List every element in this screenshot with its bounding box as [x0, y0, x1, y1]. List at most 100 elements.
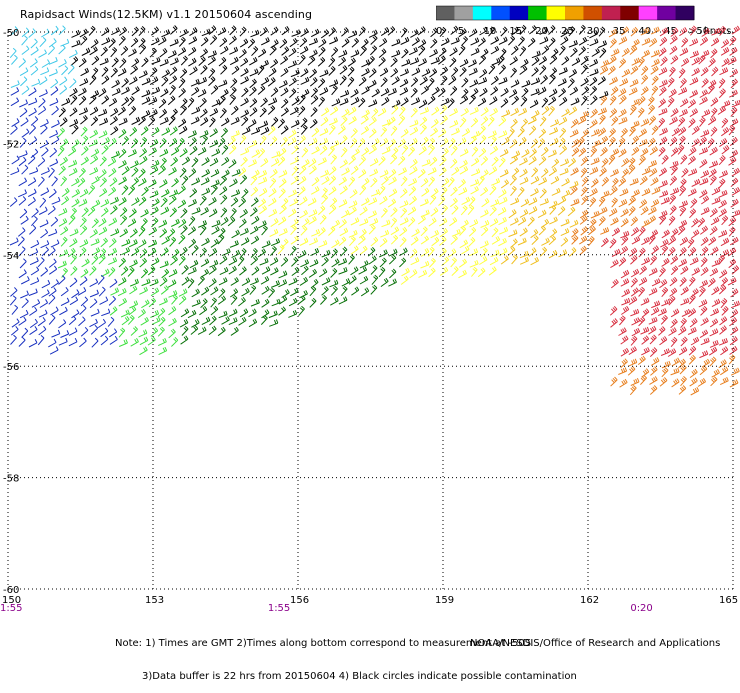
wind-barb [340, 246, 348, 257]
wind-barb [638, 128, 648, 138]
wind-barb [431, 86, 440, 96]
wind-barb [450, 85, 458, 96]
wind-barb [660, 197, 670, 205]
wind-barb [360, 115, 369, 125]
wind-barb [669, 35, 678, 45]
wind-barb [78, 95, 87, 106]
wind-barb [699, 279, 709, 289]
wind-barb [187, 309, 197, 319]
wind-barb [178, 295, 187, 305]
wind-barb [527, 37, 536, 48]
wind-barb [350, 49, 360, 58]
wind-barb [51, 196, 61, 205]
wind-barb [560, 237, 569, 247]
wind-barb [668, 246, 676, 257]
wind-barb [670, 108, 679, 118]
wind-barb [498, 189, 507, 198]
wind-barb [720, 346, 729, 356]
wind-barb [398, 106, 406, 117]
wind-barb [498, 237, 507, 247]
axes: 150 153 156 159 162 165-50-52-54-56-58-601:55… [0, 28, 738, 614]
wind-barb [79, 28, 89, 38]
wind-barb [160, 88, 169, 98]
wind-barb [230, 207, 237, 219]
wind-barb [321, 286, 329, 296]
wind-barb [141, 299, 150, 309]
wind-barb [641, 167, 651, 176]
wind-barb [130, 37, 139, 48]
wind-barb [31, 215, 38, 227]
wind-barb [531, 67, 539, 77]
wind-barb [91, 218, 99, 229]
wind-barb [218, 56, 227, 67]
wind-barb [67, 64, 75, 75]
wind-barb [131, 197, 140, 206]
wind-barb [497, 207, 507, 216]
wind-barb [608, 28, 618, 38]
wind-barb [281, 46, 290, 56]
wind-barb [170, 57, 179, 66]
wind-barb [21, 327, 29, 338]
wind-barb [420, 85, 429, 95]
wind-barb [580, 156, 589, 166]
wind-barb [388, 188, 398, 198]
wind-barb [690, 25, 697, 36]
wind-barb [61, 65, 69, 76]
wind-barb [208, 265, 217, 275]
wind-barb [621, 305, 630, 315]
wind-barb [449, 47, 458, 57]
wind-barb [700, 129, 710, 138]
wind-barb [51, 119, 60, 128]
wind-barb [538, 56, 548, 66]
wind-barb [611, 248, 621, 257]
wind-barb [168, 328, 176, 339]
wind-barb [160, 247, 169, 257]
wind-barb [240, 109, 250, 118]
wind-barb [111, 57, 119, 68]
wind-barb [450, 25, 459, 35]
wind-barb [58, 165, 66, 176]
wind-barb [300, 28, 309, 38]
wind-barb [718, 208, 727, 218]
wind-barb [647, 215, 657, 225]
wind-barb [158, 316, 166, 327]
wind-barb [207, 56, 216, 66]
wind-barb [151, 217, 159, 228]
wind-barb [591, 128, 600, 137]
wind-barb [278, 79, 288, 89]
wind-barb [151, 127, 160, 136]
wind-barb [679, 108, 688, 117]
wind-barb [598, 127, 607, 137]
wind-barb [320, 294, 327, 305]
wind-barb [98, 226, 108, 236]
wind-barb [350, 245, 359, 255]
legend-swatch [436, 6, 455, 20]
wind-barb [420, 248, 430, 257]
wind-barb [40, 118, 49, 128]
wind-barb [57, 260, 67, 269]
wind-barb [718, 359, 727, 369]
wind-barb [399, 237, 407, 248]
wind-barb [358, 266, 368, 275]
wind-barb [480, 247, 488, 258]
wind-barb [729, 118, 739, 127]
wind-barb [661, 257, 670, 267]
wind-barb [691, 67, 700, 77]
wind-barb [548, 88, 558, 98]
wind-barb [479, 26, 488, 36]
wind-barb [249, 68, 259, 77]
wind-barb [21, 128, 30, 138]
wind-barb [368, 116, 377, 127]
wind-barb [657, 308, 667, 317]
wind-barb [450, 145, 458, 156]
wind-barb [161, 188, 170, 198]
wind-barb [79, 305, 87, 315]
wind-barb [639, 265, 647, 275]
wind-barb [361, 109, 370, 118]
wind-barb [201, 28, 211, 37]
wind-barb [479, 87, 488, 97]
wind-barb [88, 25, 96, 36]
x-tick-label: 159 [435, 595, 454, 606]
wind-barb [589, 68, 599, 77]
legend-tick-label: 5 [458, 26, 464, 36]
